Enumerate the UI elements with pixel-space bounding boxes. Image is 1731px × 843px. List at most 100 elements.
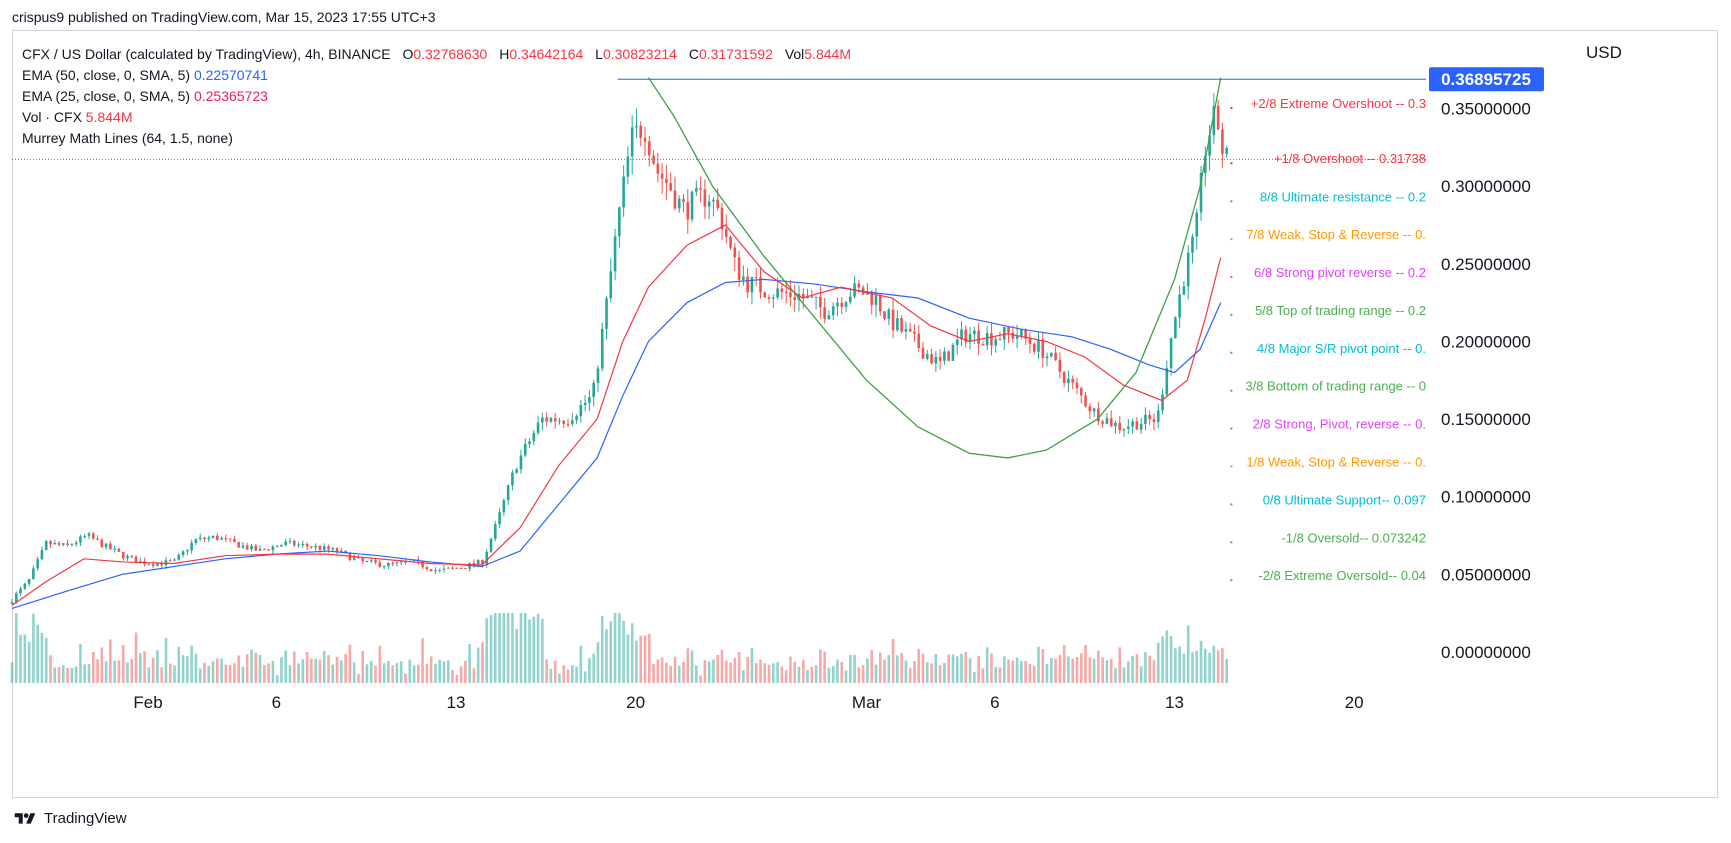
volume-bar bbox=[635, 640, 638, 683]
candle-body bbox=[994, 339, 998, 346]
candle-body bbox=[998, 339, 1002, 341]
candle-body bbox=[1071, 378, 1075, 383]
candle-body bbox=[160, 563, 163, 566]
volume-bar bbox=[168, 663, 172, 683]
candle-body bbox=[1139, 423, 1143, 430]
candle-body bbox=[874, 295, 878, 306]
candle-body bbox=[695, 188, 698, 192]
candle-body bbox=[519, 455, 523, 470]
legend-ema50-row[interactable]: EMA (50, close, 0, SMA, 5) 0.22570741 bbox=[22, 65, 851, 86]
volume-bar bbox=[203, 662, 206, 683]
candle-body bbox=[1182, 286, 1186, 295]
candle-body bbox=[639, 125, 643, 138]
volume-bar bbox=[1050, 658, 1053, 683]
volume-bar bbox=[669, 665, 672, 683]
candle-body bbox=[340, 550, 343, 553]
volume-bar bbox=[233, 663, 236, 683]
volume-bar bbox=[1024, 661, 1027, 683]
candle-body bbox=[374, 560, 377, 563]
volume-bar bbox=[404, 673, 407, 683]
volume-bar bbox=[707, 661, 711, 683]
volume-bar bbox=[853, 654, 856, 683]
volume-bar bbox=[502, 613, 506, 683]
ema25-label: EMA (25, close, 0, SMA, 5) bbox=[22, 88, 191, 104]
indicator-lines bbox=[11, 77, 1426, 610]
candle-body bbox=[1114, 422, 1117, 427]
candle-body bbox=[1067, 378, 1070, 384]
legend-symbol-row[interactable]: CFX / US Dollar (calculated by TradingVi… bbox=[22, 44, 851, 65]
volume-bar bbox=[977, 655, 980, 683]
volume-bar bbox=[91, 651, 95, 683]
candle-body bbox=[630, 127, 634, 157]
volume-bar bbox=[1199, 640, 1203, 683]
volume-bar bbox=[399, 661, 403, 683]
volume-bar bbox=[618, 613, 621, 683]
volume-bar bbox=[506, 613, 510, 683]
candle-body bbox=[186, 550, 189, 552]
volume-bar bbox=[36, 624, 39, 683]
candle-body bbox=[91, 533, 95, 539]
volume-bar bbox=[613, 613, 617, 683]
candle-body bbox=[1174, 317, 1177, 339]
volume-bar bbox=[652, 664, 655, 683]
footer-brand[interactable]: TradingView bbox=[12, 810, 127, 827]
legend-murrey-row[interactable]: Murrey Math Lines (64, 1.5, none) bbox=[22, 128, 851, 149]
volume-bar bbox=[434, 663, 437, 683]
murrey-label: 1/8 Weak, Stop & Reverse -- 0. bbox=[1246, 454, 1426, 469]
volume-bar bbox=[1101, 657, 1104, 683]
candle-body bbox=[908, 328, 912, 332]
volume-bar bbox=[267, 663, 270, 683]
candle-body bbox=[1105, 418, 1109, 424]
candle-body bbox=[361, 557, 365, 562]
candle-body bbox=[767, 297, 771, 299]
candle-body bbox=[459, 568, 463, 570]
volume-bar bbox=[600, 616, 604, 683]
x-tick-label: 20 bbox=[626, 693, 645, 712]
candle-body bbox=[464, 568, 467, 570]
candle-body bbox=[669, 183, 672, 191]
candle-body bbox=[553, 418, 557, 422]
candle-body bbox=[943, 351, 946, 361]
candle-body bbox=[14, 593, 18, 603]
volume-bar bbox=[489, 614, 493, 683]
volume-bar bbox=[519, 613, 523, 683]
volume-bar bbox=[1079, 653, 1083, 683]
candle-body bbox=[292, 540, 296, 546]
volume-bar bbox=[1156, 642, 1160, 683]
volume-bar bbox=[117, 660, 121, 683]
volume-label: Vol · CFX bbox=[22, 109, 82, 125]
candle-body bbox=[1092, 408, 1096, 412]
volume-bar bbox=[887, 655, 891, 683]
candle-body bbox=[476, 559, 480, 565]
volume-bar bbox=[151, 657, 155, 683]
vol-value: 5.844M bbox=[804, 46, 851, 62]
volume-bar bbox=[810, 666, 814, 683]
candle-body bbox=[113, 548, 116, 550]
candle-body bbox=[211, 535, 215, 538]
candle-body bbox=[1002, 327, 1006, 340]
volume-bar bbox=[639, 635, 643, 683]
candle-body bbox=[207, 537, 211, 540]
candle-body bbox=[288, 540, 292, 542]
volume-bar bbox=[96, 659, 99, 683]
volume-bar bbox=[280, 657, 283, 683]
candle-body bbox=[532, 432, 536, 442]
chart-frame[interactable] bbox=[12, 30, 1718, 798]
legend-ema25-row[interactable]: EMA (25, close, 0, SMA, 5) 0.25365723 bbox=[22, 86, 851, 107]
candle-body bbox=[712, 199, 715, 202]
volume-bar bbox=[472, 668, 476, 683]
volume-bar bbox=[32, 613, 35, 683]
volume-bar bbox=[49, 655, 52, 683]
volume-bar bbox=[900, 652, 903, 683]
volume-bar bbox=[840, 661, 844, 683]
volume-bar bbox=[186, 656, 189, 683]
candle-body bbox=[1088, 406, 1092, 412]
y-tick-label: 0.35000000 bbox=[1441, 100, 1531, 119]
candle-body bbox=[960, 329, 963, 340]
volume-bar bbox=[643, 635, 647, 683]
candle-body bbox=[485, 551, 489, 565]
legend-volume-row[interactable]: Vol · CFX 5.844M bbox=[22, 107, 851, 128]
candle-body bbox=[322, 546, 326, 550]
volume-bar bbox=[139, 653, 142, 683]
